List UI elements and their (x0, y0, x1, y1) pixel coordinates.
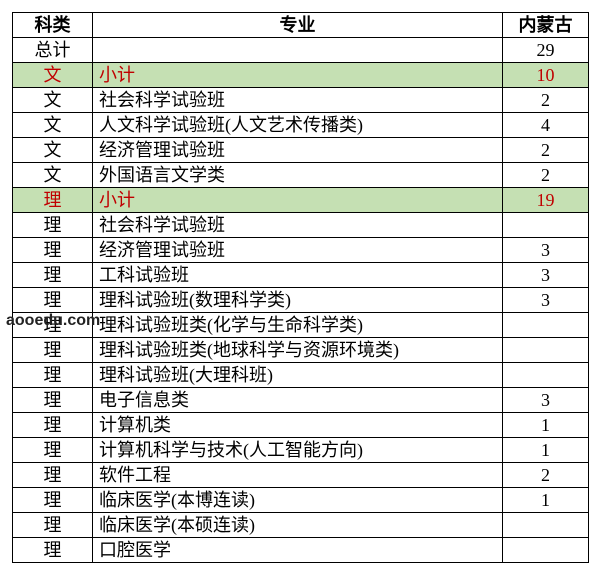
cell-category: 理 (13, 288, 93, 313)
enrollment-table: 科类 专业 内蒙古 总计29文小计10文社会科学试验班2文人文科学试验班(人文艺… (12, 12, 589, 563)
cell-major: 社会科学试验班 (93, 88, 503, 113)
cell-major: 计算机科学与技术(人工智能方向) (93, 438, 503, 463)
cell-category: 理 (13, 313, 93, 338)
table-row: 理社会科学试验班 (13, 213, 589, 238)
cell-num: 3 (503, 288, 589, 313)
table-row: 理电子信息类3 (13, 388, 589, 413)
cell-category: 理 (13, 388, 93, 413)
cell-major: 小计 (93, 188, 503, 213)
table-row: 文外国语言文学类2 (13, 163, 589, 188)
cell-major: 人文科学试验班(人文艺术传播类) (93, 113, 503, 138)
table-row: 理临床医学(本博连读)1 (13, 488, 589, 513)
table-row: 理口腔医学 (13, 538, 589, 563)
cell-category: 文 (13, 113, 93, 138)
cell-major: 计算机类 (93, 413, 503, 438)
table-row: 文社会科学试验班2 (13, 88, 589, 113)
cell-category: 理 (13, 463, 93, 488)
cell-category: 理 (13, 363, 93, 388)
header-major: 专业 (93, 13, 503, 38)
cell-num: 3 (503, 388, 589, 413)
table-row: 理计算机科学与技术(人工智能方向)1 (13, 438, 589, 463)
cell-major: 临床医学(本博连读) (93, 488, 503, 513)
table-row: 理理科试验班(数理科学类)3 (13, 288, 589, 313)
cell-major: 经济管理试验班 (93, 238, 503, 263)
cell-category: 理 (13, 488, 93, 513)
cell-major: 工科试验班 (93, 263, 503, 288)
cell-num (503, 338, 589, 363)
cell-category: 理 (13, 188, 93, 213)
cell-num: 10 (503, 63, 589, 88)
cell-num: 3 (503, 263, 589, 288)
table-row: 理理科试验班(大理科班) (13, 363, 589, 388)
table-body: 总计29文小计10文社会科学试验班2文人文科学试验班(人文艺术传播类)4文经济管… (13, 38, 589, 563)
cell-num (503, 513, 589, 538)
cell-major: 外国语言文学类 (93, 163, 503, 188)
table-row: 理计算机类1 (13, 413, 589, 438)
table-row: 理理科试验班类(地球科学与资源环境类) (13, 338, 589, 363)
table-row: 理小计19 (13, 188, 589, 213)
cell-category: 总计 (13, 38, 93, 63)
cell-num: 2 (503, 163, 589, 188)
table-row: 理工科试验班3 (13, 263, 589, 288)
cell-num: 2 (503, 88, 589, 113)
table-row: 文小计10 (13, 63, 589, 88)
cell-major: 理科试验班(数理科学类) (93, 288, 503, 313)
cell-major: 小计 (93, 63, 503, 88)
cell-category: 文 (13, 138, 93, 163)
table-row: 理理科试验班类(化学与生命科学类) (13, 313, 589, 338)
cell-major: 经济管理试验班 (93, 138, 503, 163)
cell-category: 理 (13, 438, 93, 463)
cell-num (503, 213, 589, 238)
cell-category: 理 (13, 213, 93, 238)
cell-num: 4 (503, 113, 589, 138)
cell-major: 理科试验班(大理科班) (93, 363, 503, 388)
cell-category: 理 (13, 263, 93, 288)
cell-major: 临床医学(本硕连读) (93, 513, 503, 538)
header-category: 科类 (13, 13, 93, 38)
cell-major: 理科试验班类(地球科学与资源环境类) (93, 338, 503, 363)
table-row: 文人文科学试验班(人文艺术传播类)4 (13, 113, 589, 138)
table-row: 总计 29 (13, 38, 589, 63)
table-row: 文经济管理试验班2 (13, 138, 589, 163)
cell-num: 1 (503, 488, 589, 513)
cell-major: 理科试验班类(化学与生命科学类) (93, 313, 503, 338)
cell-num: 3 (503, 238, 589, 263)
cell-major: 软件工程 (93, 463, 503, 488)
cell-category: 理 (13, 513, 93, 538)
cell-category: 文 (13, 88, 93, 113)
cell-num: 29 (503, 38, 589, 63)
cell-major: 电子信息类 (93, 388, 503, 413)
cell-major: 口腔医学 (93, 538, 503, 563)
cell-major: 社会科学试验班 (93, 213, 503, 238)
cell-num: 2 (503, 463, 589, 488)
cell-category: 理 (13, 538, 93, 563)
cell-num: 1 (503, 413, 589, 438)
cell-num (503, 313, 589, 338)
cell-num (503, 538, 589, 563)
table-row: 理软件工程2 (13, 463, 589, 488)
cell-num (503, 363, 589, 388)
cell-category: 理 (13, 413, 93, 438)
cell-category: 文 (13, 163, 93, 188)
cell-category: 理 (13, 338, 93, 363)
table-row: 理临床医学(本硕连读) (13, 513, 589, 538)
cell-num: 2 (503, 138, 589, 163)
cell-num: 19 (503, 188, 589, 213)
cell-major (93, 38, 503, 63)
table-row: 理经济管理试验班3 (13, 238, 589, 263)
header-region: 内蒙古 (503, 13, 589, 38)
cell-num: 1 (503, 438, 589, 463)
cell-category: 文 (13, 63, 93, 88)
cell-category: 理 (13, 238, 93, 263)
header-row: 科类 专业 内蒙古 (13, 13, 589, 38)
